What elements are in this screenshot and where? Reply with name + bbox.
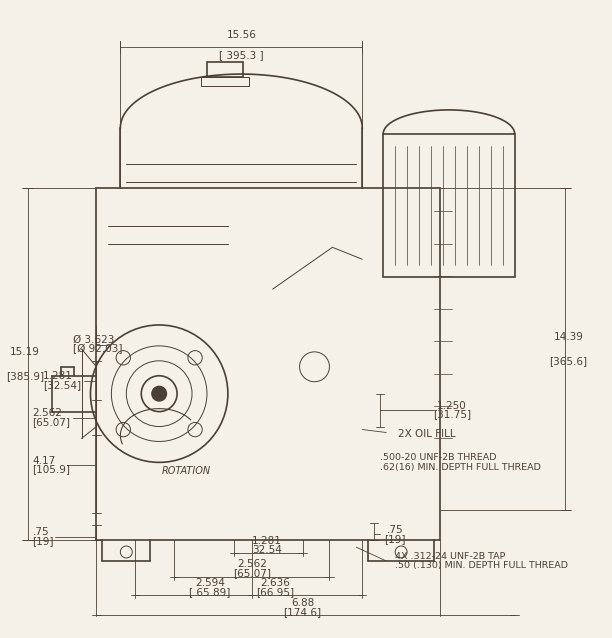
Bar xyxy=(201,77,249,86)
Text: 14.39: 14.39 xyxy=(553,332,583,342)
Text: 4X .312-24 UNF-2B TAP: 4X .312-24 UNF-2B TAP xyxy=(395,552,506,561)
Text: [19]: [19] xyxy=(384,534,406,544)
Text: 2X OIL FILL: 2X OIL FILL xyxy=(398,429,456,440)
Text: 32.54: 32.54 xyxy=(252,545,282,555)
Text: 2.562: 2.562 xyxy=(32,408,62,418)
Text: 6.88: 6.88 xyxy=(291,598,314,608)
Text: .75: .75 xyxy=(32,527,49,537)
Text: [65.07]: [65.07] xyxy=(233,568,271,578)
Text: Ø 3.623: Ø 3.623 xyxy=(73,335,114,345)
Text: [174.6]: [174.6] xyxy=(283,607,322,617)
Text: [385.9]: [385.9] xyxy=(6,371,44,381)
Bar xyxy=(207,62,243,77)
Text: [66.95]: [66.95] xyxy=(256,587,295,597)
Text: [105.9]: [105.9] xyxy=(32,464,70,475)
Text: [31.75]: [31.75] xyxy=(433,410,471,420)
Text: [Ø 92.03]: [Ø 92.03] xyxy=(73,344,122,354)
Text: .75: .75 xyxy=(387,525,403,535)
Text: [32.54]: [32.54] xyxy=(43,380,81,390)
Text: [365.6]: [365.6] xyxy=(550,356,588,366)
Circle shape xyxy=(152,387,166,401)
Text: [ 395.3 ]: [ 395.3 ] xyxy=(219,50,264,60)
Text: [65.07]: [65.07] xyxy=(32,417,70,427)
Text: 4.17: 4.17 xyxy=(32,456,56,466)
Text: 2.562: 2.562 xyxy=(237,559,267,569)
Text: 15.56: 15.56 xyxy=(226,30,256,40)
Text: 2.594: 2.594 xyxy=(195,578,225,588)
Text: 1.250: 1.250 xyxy=(437,401,467,411)
Text: 15.19: 15.19 xyxy=(10,347,40,357)
Text: .62(16) MIN. DEPTH FULL THREAD: .62(16) MIN. DEPTH FULL THREAD xyxy=(380,463,541,471)
Text: ROTATION: ROTATION xyxy=(162,466,211,477)
Text: [19]: [19] xyxy=(32,536,54,546)
Text: 2.636: 2.636 xyxy=(261,578,291,588)
Bar xyxy=(383,134,515,277)
Text: 1.281: 1.281 xyxy=(43,371,73,381)
Text: 1.281: 1.281 xyxy=(252,536,282,546)
Text: .500-20 UNF-2B THREAD: .500-20 UNF-2B THREAD xyxy=(380,453,497,462)
Text: [ 65.89]: [ 65.89] xyxy=(189,587,231,597)
Text: .50 (.130) MIN. DEPTH FULL THREAD: .50 (.130) MIN. DEPTH FULL THREAD xyxy=(395,561,568,570)
